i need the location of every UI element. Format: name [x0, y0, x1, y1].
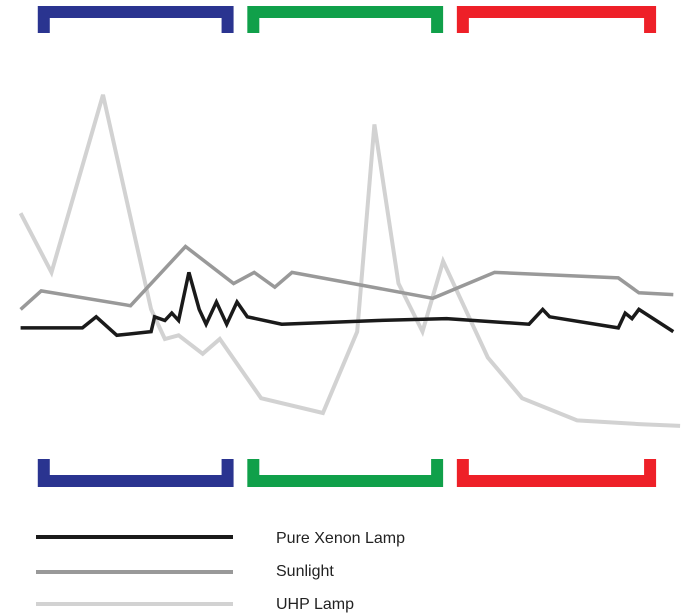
legend-label-uhp-lamp: UHP Lamp: [276, 596, 354, 613]
band-bracket-top-red: [456, 6, 657, 33]
band-bracket-top-blue: [37, 6, 234, 33]
series-line-uhp-lamp: [18, 94, 681, 428]
band-bracket-bottom-green: [247, 459, 444, 487]
legend-label-pure-xenon-lamp: Pure Xenon Lamp: [276, 530, 405, 547]
band-bracket-bottom-blue: [37, 459, 234, 487]
band-bracket-bottom-red: [456, 459, 657, 487]
series-line-sunlight: [19, 244, 674, 311]
band-brackets-bottom: [37, 459, 657, 487]
plot-lines: [18, 94, 681, 428]
legend-label-sunlight: Sunlight: [276, 563, 334, 580]
band-bracket-top-green: [247, 6, 444, 33]
legend: Pure Xenon Lamp Sunlight UHP Lamp: [36, 530, 405, 613]
series-line-pure-xenon-lamp: [20, 271, 675, 338]
band-brackets-top: [37, 6, 657, 33]
